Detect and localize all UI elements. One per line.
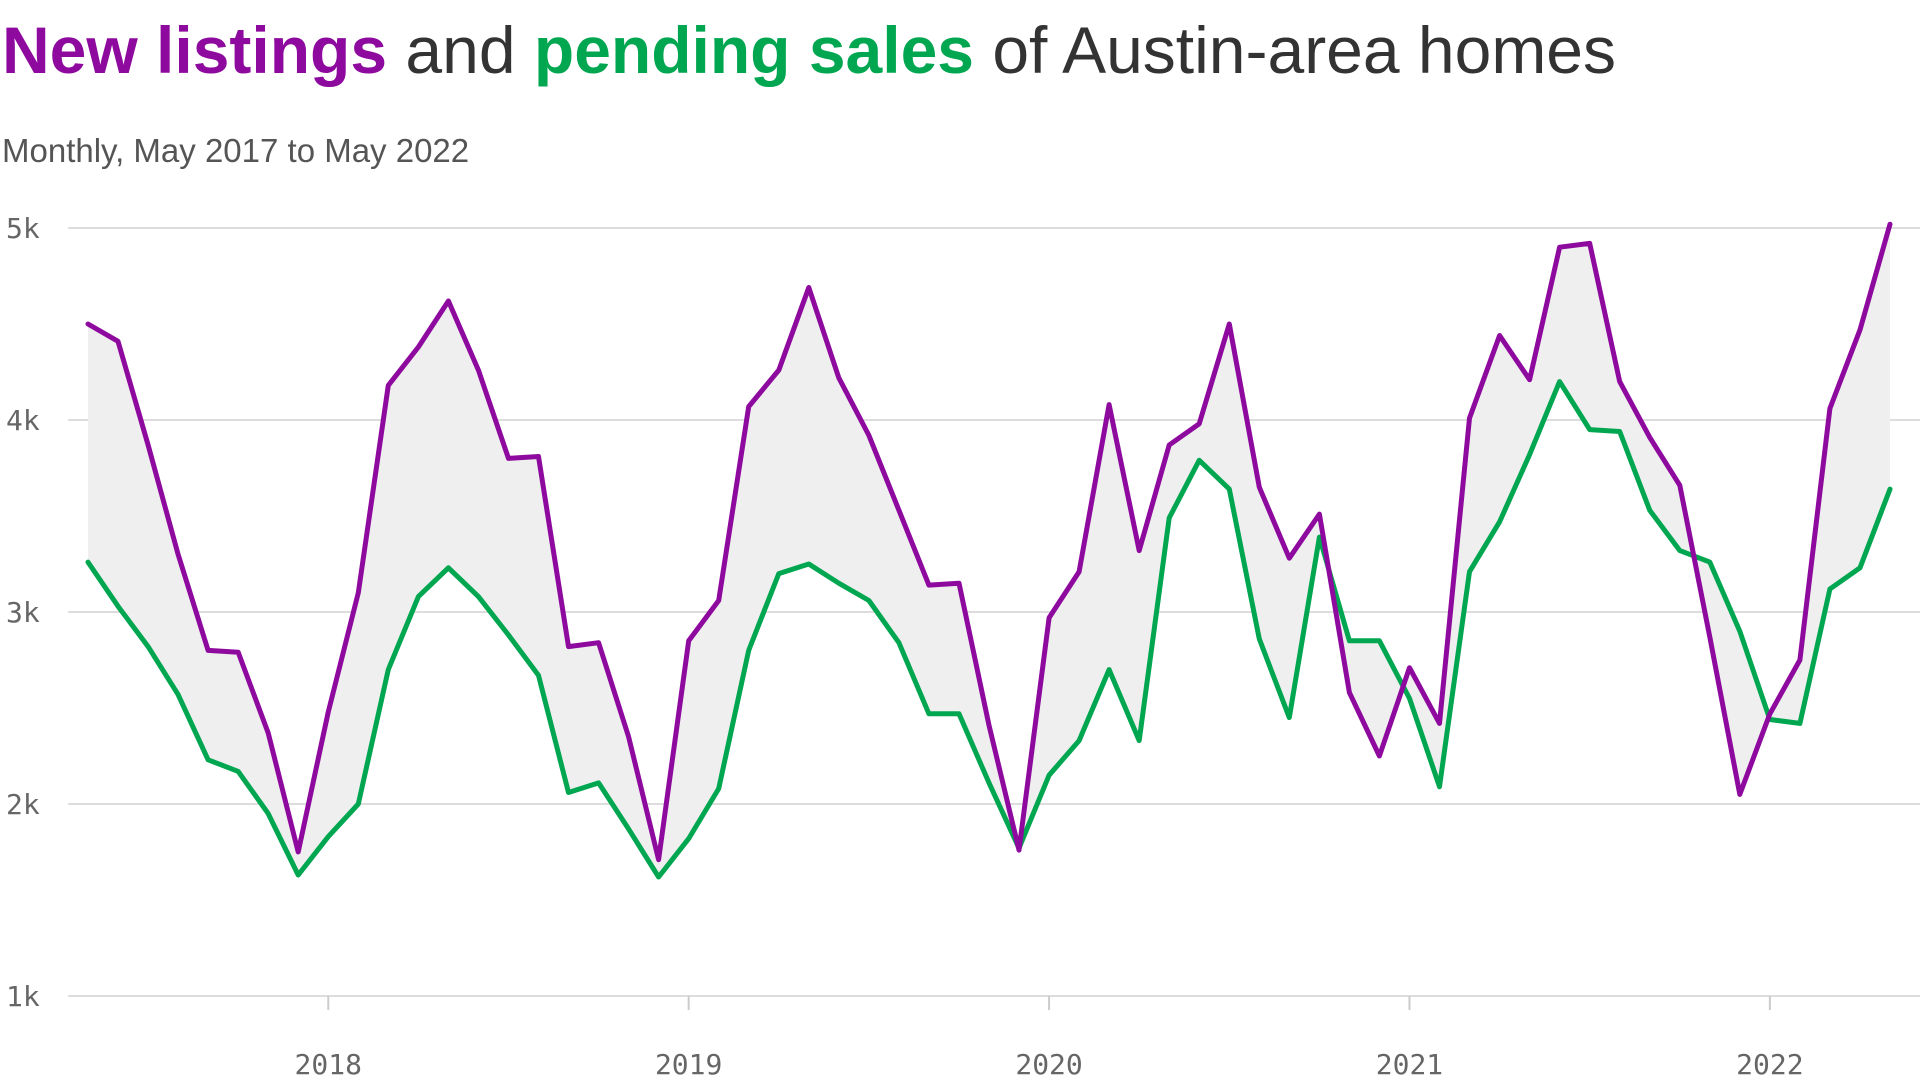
new-listings-line xyxy=(85,221,1893,863)
title-pending-sales: pending sales xyxy=(533,13,974,87)
grid-layer xyxy=(68,227,1920,997)
chart-title: New listings and pending sales of Austin… xyxy=(2,8,1616,92)
x-tick-label: 2022 xyxy=(1736,1048,1803,1080)
line-layer xyxy=(85,221,1893,880)
x-tick-label: 2020 xyxy=(1015,1048,1082,1080)
title-connector: and xyxy=(387,13,534,87)
axis-layer: 1k 2k 3k 4k 5k 2018 2019 2020 2021 2022 xyxy=(6,212,1804,1080)
x-tick-label: 2021 xyxy=(1376,1048,1443,1080)
y-tick-label: 4k xyxy=(6,404,40,437)
y-tick-label: 2k xyxy=(6,788,40,821)
chart-subtitle: Monthly, May 2017 to May 2022 xyxy=(2,132,470,169)
x-tick-label: 2018 xyxy=(295,1048,362,1080)
x-tick-label: 2019 xyxy=(655,1048,722,1080)
pending-sales-line xyxy=(85,379,1893,880)
y-tick-label: 1k xyxy=(6,980,40,1013)
title-suffix: of Austin-area homes xyxy=(974,13,1617,87)
y-tick-label: 5k xyxy=(6,212,40,245)
title-new-listings: New listings xyxy=(2,13,388,87)
y-tick-label: 3k xyxy=(6,596,40,629)
